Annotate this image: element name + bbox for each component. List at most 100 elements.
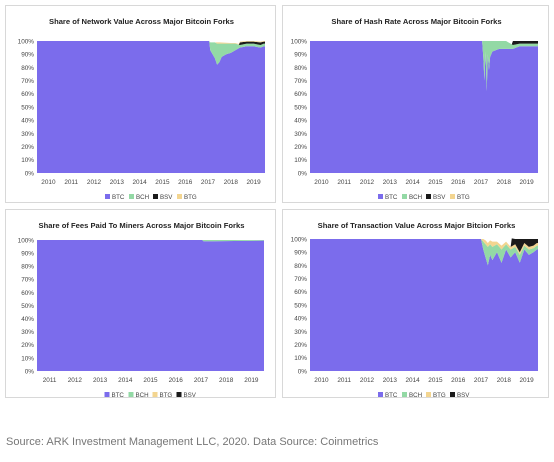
x-tick-label: 2019 — [519, 377, 534, 384]
chart-panel-hash-rate: Share of Hash Rate Across Major Bitcoin … — [282, 5, 549, 203]
legend-swatch-btg — [450, 194, 455, 199]
y-tick-label: 40% — [294, 118, 307, 125]
legend-swatch-btg — [426, 392, 431, 397]
y-tick-label: 90% — [21, 251, 34, 258]
x-tick-label: 2018 — [219, 377, 234, 384]
y-tick-label: 100% — [291, 236, 308, 243]
x-tick-label: 2010 — [41, 179, 56, 186]
y-tick-label: 60% — [294, 289, 307, 296]
x-tick-label: 2013 — [383, 179, 398, 186]
legend-swatch-bch — [129, 194, 134, 199]
x-tick-label: 2011 — [43, 377, 57, 384]
x-tick-label: 2017 — [474, 179, 489, 186]
legend-swatch-bsv — [426, 194, 431, 199]
legend-swatch-btc — [104, 392, 110, 397]
area-series-bch — [310, 239, 538, 266]
x-tick-label: 2017 — [194, 377, 209, 384]
y-tick-label: 10% — [294, 157, 307, 164]
legend-label-btg: BTG — [433, 392, 446, 399]
legend-swatch-bch — [402, 392, 407, 397]
y-tick-label: 40% — [21, 316, 34, 323]
y-tick-label: 70% — [21, 78, 34, 85]
x-tick-label: 2019 — [246, 179, 261, 186]
x-tick-label: 2016 — [451, 179, 466, 186]
legend-label-btg: BTG — [184, 194, 197, 201]
y-tick-label: 90% — [294, 52, 307, 59]
chart-title: Share of Network Value Across Major Bitc… — [49, 17, 234, 26]
legend-swatch-bch — [402, 194, 407, 199]
y-tick-label: 50% — [294, 302, 307, 309]
chart-svg: Share of Network Value Across Major Bitc… — [18, 17, 265, 201]
y-tick-label: 50% — [294, 104, 307, 111]
y-tick-label: 80% — [21, 264, 34, 271]
area-series-btg — [310, 239, 538, 255]
y-tick-label: 40% — [21, 118, 34, 125]
chart-title: Share of Fees Paid To Miners Across Majo… — [39, 221, 245, 230]
y-tick-label: 80% — [294, 263, 307, 270]
x-tick-label: 2019 — [519, 179, 534, 186]
area-series-btc — [37, 41, 265, 173]
chart-panel-network-value: Share of Network Value Across Major Bitc… — [5, 5, 276, 203]
x-tick-label: 2012 — [360, 377, 375, 384]
x-tick-label: 2018 — [497, 377, 512, 384]
area-series-btg — [37, 41, 265, 45]
y-tick-label: 0% — [25, 368, 35, 375]
y-tick-label: 60% — [21, 290, 34, 297]
y-tick-label: 70% — [294, 276, 307, 283]
chart-title: Share of Transaction Value Across Major … — [318, 221, 516, 230]
chart-svg: Share of Fees Paid To Miners Across Majo… — [18, 221, 264, 399]
area-series-btc — [310, 41, 538, 173]
legend-label-bsv: BSV — [457, 392, 470, 399]
x-tick-label: 2016 — [178, 179, 193, 186]
y-tick-label: 90% — [294, 250, 307, 257]
area-series-bsv — [310, 41, 538, 45]
x-tick-label: 2015 — [143, 377, 158, 384]
legend-swatch-btc — [105, 194, 110, 199]
y-tick-label: 0% — [298, 170, 308, 177]
y-tick-label: 20% — [21, 342, 34, 349]
area-series-btc — [310, 239, 538, 371]
legend-label-bch: BCH — [136, 194, 149, 201]
legend-swatch-btc — [378, 392, 383, 397]
y-tick-label: 80% — [294, 65, 307, 72]
x-tick-label: 2014 — [405, 377, 420, 384]
legend-label-btc: BTC — [385, 194, 398, 201]
y-tick-label: 100% — [18, 38, 35, 45]
x-tick-label: 2015 — [428, 377, 443, 384]
area-series-bsv — [310, 238, 538, 253]
y-tick-label: 20% — [294, 342, 307, 349]
x-tick-label: 2010 — [314, 377, 329, 384]
x-tick-label: 2014 — [132, 179, 147, 186]
y-tick-label: 30% — [294, 329, 307, 336]
y-tick-label: 10% — [21, 355, 34, 362]
chart-title: Share of Hash Rate Across Major Bitcoin … — [331, 17, 501, 26]
y-tick-label: 100% — [18, 237, 35, 244]
x-tick-label: 2018 — [224, 179, 239, 186]
x-tick-label: 2019 — [244, 377, 259, 384]
y-tick-label: 20% — [21, 144, 34, 151]
y-tick-label: 70% — [21, 277, 34, 284]
legend-label-btg: BTG — [457, 194, 470, 201]
legend-label-bsv: BSV — [160, 194, 173, 201]
x-tick-label: 2017 — [474, 377, 489, 384]
x-tick-label: 2013 — [383, 377, 398, 384]
source-caption: Source: ARK Investment Management LLC, 2… — [6, 436, 379, 448]
x-tick-label: 2011 — [337, 377, 351, 384]
legend-label-bsv: BSV — [184, 392, 197, 399]
legend-swatch-bsv — [450, 392, 455, 397]
y-tick-label: 100% — [291, 38, 308, 45]
area-series-btc — [37, 240, 264, 371]
x-tick-label: 2018 — [497, 179, 512, 186]
x-tick-label: 2011 — [337, 179, 351, 186]
y-tick-label: 60% — [21, 91, 34, 98]
x-tick-label: 2014 — [118, 377, 133, 384]
y-tick-label: 50% — [21, 104, 34, 111]
legend-label-bch: BCH — [409, 194, 422, 201]
area-series-bch — [310, 41, 538, 92]
x-tick-label: 2013 — [110, 179, 125, 186]
legend-label-btc: BTC — [112, 194, 125, 201]
y-tick-label: 50% — [21, 303, 34, 310]
chart-svg: Share of Hash Rate Across Major Bitcoin … — [291, 17, 538, 201]
x-tick-label: 2015 — [428, 179, 443, 186]
y-tick-label: 10% — [21, 157, 34, 164]
